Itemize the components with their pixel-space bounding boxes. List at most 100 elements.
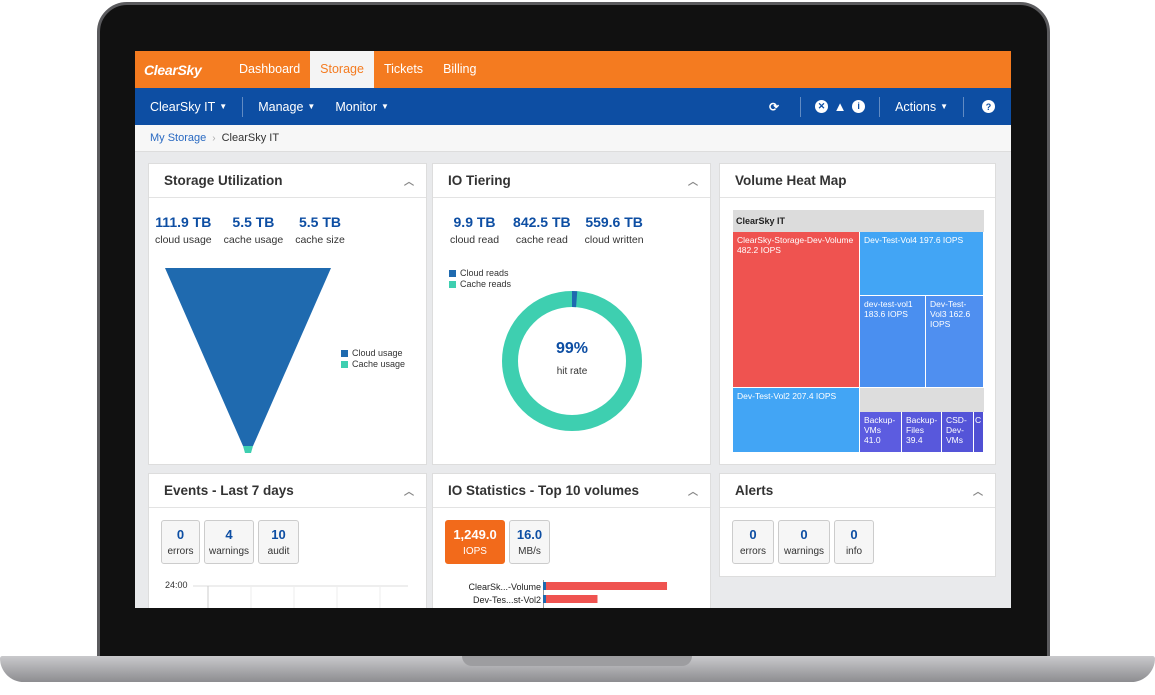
- legend-label: Cache usage: [352, 359, 406, 369]
- panel-title: IO Tiering: [448, 173, 511, 188]
- io-bar[interactable]: [545, 595, 598, 603]
- warning-icon[interactable]: ▲: [833, 99, 847, 114]
- legend-swatch: [449, 281, 456, 288]
- hit-rate-donut: [502, 291, 642, 431]
- divider: [800, 96, 802, 117]
- heat-map: ClearSky IT ClearSky-Storage-Dev-Volume …: [733, 210, 984, 453]
- bar-label: ClearSk...-Volume: [468, 582, 541, 592]
- funnel-chart: [165, 268, 331, 453]
- alerts-info-button[interactable]: 0 info: [834, 520, 874, 564]
- stat-cache-read: 842.5 TB cache read: [513, 214, 571, 246]
- events-audit-button[interactable]: 10 audit: [258, 520, 299, 564]
- heat-cell[interactable]: Backup-VMs 41.0: [860, 412, 902, 453]
- panel-title: Volume Heat Map: [735, 173, 847, 188]
- io-bar-read[interactable]: [543, 595, 546, 603]
- io-bar-labels: ClearSk...-Volume Dev-Tes...st-Vol2: [443, 581, 541, 607]
- alerts-panel: Alerts ︿ 0 errors 0 warnings 0 info: [719, 473, 996, 577]
- hit-rate-center: 99% hit rate: [497, 340, 647, 377]
- actions-label: Actions: [895, 99, 937, 114]
- alerts-errors-button[interactable]: 0 errors: [732, 520, 774, 564]
- legend-swatch: [341, 361, 348, 368]
- events-warnings-button[interactable]: 4 warnings: [204, 520, 254, 564]
- help-button[interactable]: ?: [964, 100, 1011, 113]
- top-navigation: ClearSky Dashboard Storage Tickets Billi…: [135, 51, 1011, 88]
- legend-swatch: [449, 270, 456, 277]
- iops-button[interactable]: 1,249.0 IOPS: [445, 520, 505, 564]
- app-screen: ClearSky Dashboard Storage Tickets Billi…: [135, 51, 1011, 608]
- volume-heat-map-panel: Volume Heat Map ClearSky IT ClearSky-Sto…: [719, 163, 996, 465]
- chevron-up-icon[interactable]: ︿: [404, 487, 414, 498]
- heat-map-header: ClearSky IT: [733, 210, 984, 232]
- events-chart-grid: [193, 585, 408, 608]
- help-icon: ?: [982, 100, 995, 113]
- chevron-right-icon: ›: [212, 132, 216, 144]
- clearsky-logo[interactable]: ClearSky: [144, 61, 202, 78]
- laptop-notch: [462, 656, 692, 666]
- info-icon[interactable]: i: [852, 99, 866, 113]
- secondary-navigation: ClearSky IT ▼ Manage ▼ Monitor ▼ ⟳ ✕ ▲ i Ac…: [135, 88, 1011, 125]
- monitor-dropdown[interactable]: Monitor ▼: [330, 88, 404, 125]
- events-y-tick: 24:00: [165, 580, 188, 590]
- divider: [963, 96, 964, 117]
- io-bar-chart: [543, 580, 668, 608]
- tab-tickets[interactable]: Tickets: [383, 62, 424, 76]
- legend-swatch: [341, 350, 348, 357]
- actions-dropdown[interactable]: Actions ▼: [880, 88, 963, 125]
- heat-cell[interactable]: CSD-Dev-VMs: [942, 412, 974, 453]
- account-dropdown[interactable]: ClearSky IT ▼: [135, 88, 242, 125]
- caret-down-icon: ▼: [381, 102, 389, 111]
- stat-cache-size: 5.5 TB cache size: [295, 214, 345, 246]
- tab-billing[interactable]: Billing: [443, 62, 477, 76]
- stat-cache-usage: 5.5 TB cache usage: [223, 214, 284, 246]
- heat-cell[interactable]: ClearSky-Storage-Dev-Volume 482.2 IOPS: [733, 232, 860, 388]
- tab-dashboard[interactable]: Dashboard: [239, 62, 301, 76]
- stat-cloud-written: 559.6 TB cloud written: [584, 214, 644, 246]
- manage-dropdown[interactable]: Manage ▼: [243, 88, 330, 125]
- legend-label: Cache reads: [460, 279, 512, 289]
- io-bar-read[interactable]: [543, 582, 546, 590]
- storage-utilization-panel: Storage Utilization ︿ 111.9 TB cloud usage…: [148, 163, 427, 465]
- heat-cell[interactable]: Backup-Files 39.4: [902, 412, 942, 453]
- legend-label: Cloud usage: [352, 348, 403, 358]
- heat-cell[interactable]: Dev-Test-Vol3 162.6 IOPS: [926, 296, 984, 388]
- heat-cell[interactable]: Dev-Test-Vol2 207.4 IOPS: [733, 388, 860, 453]
- events-errors-button[interactable]: 0 errors: [161, 520, 200, 564]
- hit-rate-value: 99%: [555, 340, 589, 357]
- breadcrumb-current: ClearSky IT: [221, 132, 280, 144]
- io-bar[interactable]: [545, 582, 668, 590]
- status-icons: ✕ ▲ i: [801, 99, 879, 114]
- breadcrumb: My Storage › ClearSky IT: [135, 125, 1011, 152]
- funnel-legend: Cloud usage Cache usage: [341, 348, 405, 370]
- donut-legend: Cloud reads Cache reads: [449, 268, 511, 290]
- chevron-up-icon[interactable]: ︿: [688, 487, 698, 498]
- breadcrumb-root[interactable]: My Storage: [150, 132, 207, 144]
- panel-title: Storage Utilization: [164, 173, 283, 188]
- account-label: ClearSky IT: [150, 99, 216, 114]
- monitor-label: Monitor: [335, 99, 378, 114]
- stat-cloud-usage: 111.9 TB cloud usage: [155, 214, 212, 246]
- funnel-cache-usage: [243, 446, 253, 453]
- divider: [879, 96, 881, 117]
- funnel-cloud-usage: [165, 268, 331, 446]
- caret-down-icon: ▼: [219, 102, 228, 111]
- mbs-button[interactable]: 16.0 MB/s: [509, 520, 550, 564]
- chevron-up-icon[interactable]: ︿: [404, 177, 414, 188]
- error-icon[interactable]: ✕: [815, 99, 829, 113]
- panel-title: Alerts: [735, 483, 774, 498]
- heat-cell[interactable]: dev-test-vol1 183.6 IOPS: [860, 296, 926, 388]
- heat-cell[interactable]: Dev-Test-Vol4 197.6 IOPS: [860, 232, 984, 296]
- refresh-icon[interactable]: ⟳: [769, 99, 780, 114]
- events-panel: Events - Last 7 days ︿ 0 errors 4 warnings …: [148, 473, 427, 608]
- alerts-warnings-button[interactable]: 0 warnings: [778, 520, 830, 564]
- hit-rate-label: hit rate: [556, 366, 588, 377]
- legend-label: Cloud reads: [460, 268, 509, 278]
- caret-down-icon: ▼: [940, 102, 948, 111]
- heat-cell[interactable]: C: [974, 412, 984, 453]
- panel-title: Events - Last 7 days: [164, 483, 294, 498]
- stat-cloud-read: 9.9 TB cloud read: [450, 214, 500, 246]
- manage-label: Manage: [258, 99, 304, 114]
- tab-storage[interactable]: Storage: [310, 51, 374, 88]
- divider: [242, 96, 244, 117]
- chevron-up-icon[interactable]: ︿: [688, 177, 698, 188]
- chevron-up-icon[interactable]: ︿: [973, 487, 983, 498]
